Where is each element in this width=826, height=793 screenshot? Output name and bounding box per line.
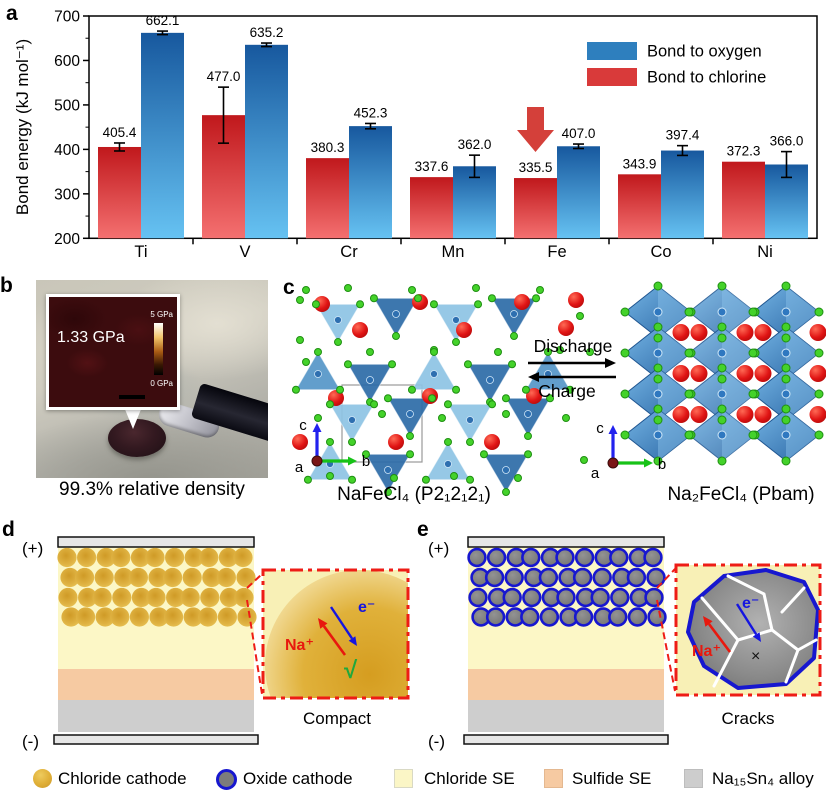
bar-chlorine-Ni: [722, 161, 765, 239]
cell-e-negative-terminal: (-): [428, 732, 445, 751]
x-tick-label: Cr: [340, 243, 358, 261]
bar-chlorine-Ti: [98, 146, 141, 239]
y-tick-label: 600: [54, 53, 80, 70]
bar-value-label: 337.6: [415, 159, 449, 174]
bar-value-label: 335.5: [519, 160, 553, 175]
bar-oxygen-Co: [661, 150, 704, 239]
legend-swatch-chloride-se: [394, 769, 413, 788]
chloride-cell-schematic: [53, 536, 410, 745]
bond-energy-chart: 200 300 400 500 600 700 Bond energy (kJ mol⁻¹)…: [13, 9, 818, 261]
axis-a-label-left: a: [295, 459, 304, 476]
na2fecl4-caption: Na₂FeCl₄ (Pbam): [667, 484, 814, 505]
panel-label-d: d: [2, 518, 15, 541]
x-tick-label: Co: [650, 243, 671, 261]
y-axis-title: Bond energy (kJ mol⁻¹): [13, 39, 32, 215]
chart-legend-label: Bond to chlorine: [647, 69, 766, 87]
cell-d-electron-label: e⁻: [358, 599, 375, 616]
modulus-map-inset: 1.33 GPa 5 GPa 0 GPa: [46, 294, 180, 410]
legend-swatch-alloy: [684, 769, 703, 788]
bar-oxygen-Fe: [557, 146, 600, 239]
cell-d-positive-terminal: (+): [22, 539, 43, 558]
panel-label-e: e: [417, 518, 429, 541]
legend-swatch-oxide-cathode: [216, 769, 237, 790]
legend-label-alloy: Na₁₅Sn₄ alloy: [712, 769, 814, 788]
modulus-value: 1.33 GPa: [57, 329, 125, 346]
y-tick-label: 400: [54, 142, 80, 159]
colorbar-max-label: 5 GPa: [150, 310, 173, 319]
pellet-photo: 1.33 GPa 5 GPa 0 GPa: [36, 280, 268, 478]
y-tick-label: 500: [54, 97, 80, 114]
bar-value-label: 366.0: [770, 134, 804, 149]
chart-legend-label: Bond to oxygen: [647, 43, 762, 61]
bar-value-label: 405.4: [103, 125, 137, 140]
legend-label-chloride-cathode: Chloride cathode: [58, 769, 187, 788]
cell-e-na-ion-label: Na⁺: [692, 643, 721, 660]
cell-e-positive-terminal: (+): [428, 539, 449, 558]
cracks-caption: Cracks: [722, 709, 775, 728]
bar-oxygen-Ti: [141, 32, 184, 239]
bar-oxygen-V: [245, 44, 288, 239]
cross-mark: ×: [751, 648, 760, 665]
bar-value-label: 362.0: [458, 137, 492, 152]
legend-label-sulfide-se: Sulfide SE: [572, 769, 652, 788]
cell-d-na-ion-label: Na⁺: [285, 637, 314, 654]
check-mark: √: [344, 657, 358, 684]
bar-chlorine-Fe: [514, 178, 557, 239]
colorbar: [154, 323, 163, 375]
bar-value-label: 452.3: [354, 105, 388, 120]
legend-label-chloride-se: Chloride SE: [424, 769, 515, 788]
chart-legend-swatch: [587, 68, 637, 86]
axis-c-label-left: c: [299, 417, 307, 434]
bar-value-label: 372.3: [727, 144, 761, 159]
cell-e-electron-label: e⁻: [742, 595, 759, 612]
bar-value-label: 343.9: [623, 156, 657, 171]
charge-label: Charge: [538, 381, 595, 401]
legend-label-oxide-cathode: Oxide cathode: [243, 769, 353, 788]
na2fecl4-structure: [620, 281, 826, 466]
x-tick-label: Ti: [134, 243, 147, 261]
nafecl4-structure: [291, 284, 594, 497]
axis-c-label-right: c: [596, 420, 604, 437]
bar-chlorine-Mn: [410, 177, 453, 239]
axis-b-label-left: b: [362, 453, 370, 470]
axis-a-label-right: a: [591, 465, 600, 482]
bar-value-label: 380.3: [311, 140, 345, 155]
panel-label-b: b: [0, 274, 13, 297]
cell-d-negative-terminal: (-): [22, 732, 39, 751]
x-tick-label: Ni: [757, 243, 773, 261]
panel-label-c: c: [283, 276, 295, 299]
bar-value-label: 635.2: [250, 25, 284, 40]
discharge-label: Discharge: [534, 336, 613, 356]
oxide-cell-schematic: [463, 536, 822, 745]
nafecl4-caption: NaFeCl₄ (P2₁2₁2₁): [337, 484, 491, 505]
x-tick-label: Fe: [547, 243, 566, 261]
bar-value-label: 662.1: [146, 13, 180, 28]
x-tick-label: Mn: [442, 243, 465, 261]
bar-oxygen-Mn: [453, 166, 496, 239]
relative-density-caption: 99.3% relative density: [59, 479, 245, 500]
bar-value-label: 397.4: [666, 128, 700, 143]
compact-caption: Compact: [303, 709, 371, 728]
panel-label-a: a: [6, 2, 18, 25]
legend-swatch-sulfide-se: [544, 769, 563, 788]
bar-chlorine-Cr: [306, 158, 349, 239]
legend-swatch-chloride-cathode: [33, 769, 52, 788]
bar-value-label: 477.0: [207, 69, 241, 84]
y-tick-label: 700: [54, 9, 80, 26]
chart-legend-swatch: [587, 42, 637, 60]
discharge-charge-arrows: [311, 358, 653, 469]
scale-bar: [119, 395, 145, 399]
colorbar-min-label: 0 GPa: [150, 379, 173, 388]
y-tick-label: 200: [54, 231, 80, 248]
bar-value-label: 407.0: [562, 126, 596, 141]
axis-b-label-right: b: [658, 456, 666, 473]
tweezers-handle: [190, 382, 268, 456]
y-tick-label: 300: [54, 186, 80, 203]
x-tick-label: V: [239, 243, 250, 261]
bar-oxygen-Cr: [349, 126, 392, 239]
bar-chlorine-Co: [618, 174, 661, 239]
highlight-arrow-icon: [517, 107, 554, 152]
